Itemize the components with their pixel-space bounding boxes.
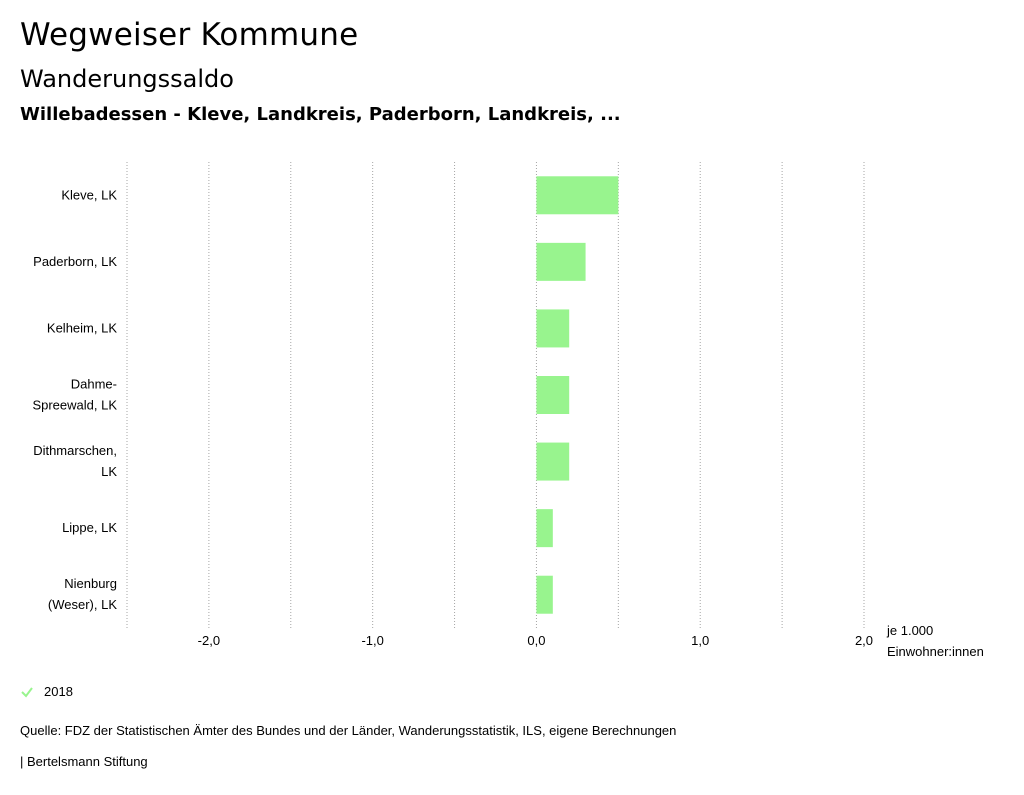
unit-label: je 1.000 (886, 623, 933, 638)
category-label: (Weser), LK (48, 597, 117, 612)
x-tick-label: 0,0 (527, 633, 545, 648)
region-selection: Willebadessen - Kleve, Landkreis, Paderb… (20, 104, 621, 125)
bar (536, 376, 570, 414)
category-label: LK (101, 464, 117, 479)
bar (536, 442, 570, 481)
credit-note: | Bertelsmann Stiftung (20, 754, 148, 769)
bar (536, 176, 619, 215)
category-label: Kleve, LK (61, 187, 117, 202)
bar (536, 309, 570, 348)
bar (536, 242, 586, 281)
unit-label: Einwohner:innen (887, 644, 984, 659)
bar-chart: Kleve, LK Paderborn, LK Kelheim, LK Dahme- S… (32, 162, 984, 659)
chart-title: Wegweiser Kommune (20, 17, 359, 53)
bar (536, 509, 553, 548)
category-label: Dithmarschen, (33, 443, 117, 458)
x-tick-label: 1,0 (691, 633, 709, 648)
category-label: Lippe, LK (62, 520, 117, 535)
legend-label-2018: 2018 (44, 684, 73, 699)
bar (536, 575, 553, 614)
category-label: Spreewald, LK (32, 398, 117, 413)
category-label: Dahme- (71, 377, 117, 392)
category-label: Nienburg (64, 576, 117, 591)
legend[interactable]: 2018 (20, 684, 73, 699)
source-note: Quelle: FDZ der Statistischen Ämter des … (20, 723, 677, 738)
check-icon (21, 686, 33, 698)
category-label: Kelheim, LK (47, 320, 117, 335)
x-tick-label: 2,0 (855, 633, 873, 648)
chart-subtitle: Wanderungssaldo (20, 65, 234, 93)
x-tick-label: -2,0 (198, 633, 220, 648)
x-tick-label: -1,0 (361, 633, 383, 648)
category-label: Paderborn, LK (33, 254, 117, 269)
